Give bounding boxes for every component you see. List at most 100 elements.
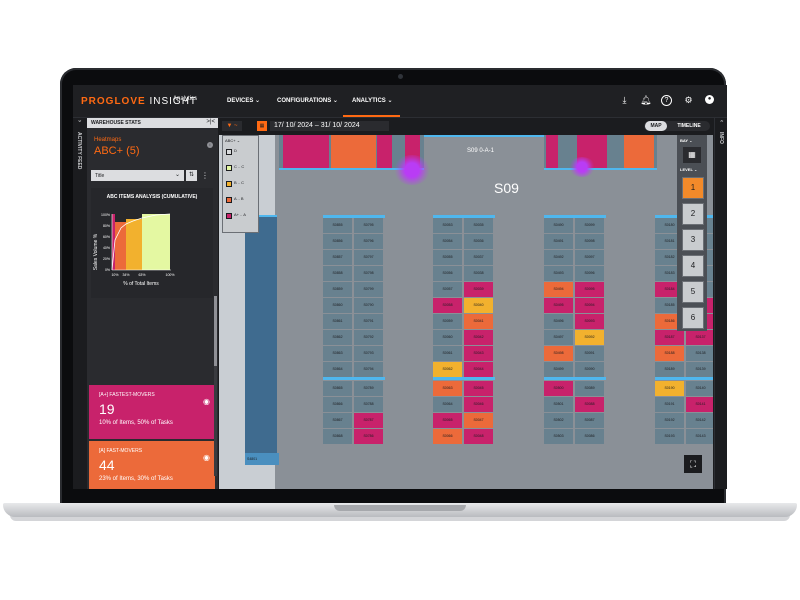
date-range-field[interactable]: 17/ 10/ 2024 – 31/ 10/ 2024 xyxy=(270,121,389,131)
map-view-button[interactable]: MAP xyxy=(645,121,667,131)
shelf-cell[interactable]: S0137 xyxy=(686,330,713,345)
shelf-cell[interactable]: S0095 xyxy=(575,282,604,297)
calendar-icon[interactable]: ▦ xyxy=(257,121,267,131)
shelf-cell[interactable]: S0058 xyxy=(433,298,462,313)
shelf-cell[interactable]: S0054 xyxy=(433,234,462,249)
top-shelf-cell[interactable] xyxy=(283,135,329,168)
shelf-cell[interactable]: S0858 xyxy=(323,266,352,281)
shelf-cell[interactable]: S0865 xyxy=(323,381,352,396)
level-button[interactable]: 4 xyxy=(682,255,704,277)
collapse-left-icon[interactable]: › xyxy=(76,120,82,122)
fullscreen-icon[interactable]: ⛶ xyxy=(684,455,702,473)
shelf-cell[interactable]: S0063 xyxy=(433,381,462,396)
shelf-cell[interactable]: S0039 xyxy=(464,282,493,297)
shelf-cell[interactable]: S0860 xyxy=(323,298,352,313)
warehouse-map[interactable]: S4801 S09 0-A-1 S09 S0855 S0795 S0856 S0796… xyxy=(219,135,713,489)
shelf-cell[interactable]: S0861 xyxy=(323,314,352,329)
shelf-cell[interactable]: S0037 xyxy=(464,250,493,265)
shelf-cell[interactable]: S0797 xyxy=(354,250,383,265)
shelf-cell[interactable]: S4801 xyxy=(245,453,279,465)
shelf-cell[interactable]: S0139 xyxy=(686,362,713,377)
shelf-cell[interactable]: S0057 xyxy=(433,282,462,297)
sort-select[interactable]: Title ⌄ xyxy=(91,170,184,181)
shelf-cell[interactable]: S0184 xyxy=(655,282,684,297)
shelf-cell[interactable]: S0794 xyxy=(354,362,383,377)
brand-logo[interactable]: PROGLOVE INSIGHT xyxy=(81,96,197,107)
shelf-cell[interactable]: S0863 xyxy=(323,346,352,361)
legend-item[interactable]: A+ .. A xyxy=(226,210,255,222)
shelf-cell[interactable]: S0099 xyxy=(575,218,604,233)
shelf-cell[interactable]: S0060 xyxy=(433,330,462,345)
shelf-cell[interactable]: S0048 xyxy=(464,429,493,444)
shelf-cell[interactable]: S0091 xyxy=(575,346,604,361)
top-shelf-cell[interactable] xyxy=(624,135,654,168)
shelf-cell[interactable]: S0501 xyxy=(544,397,573,412)
info-icon[interactable]: i xyxy=(207,142,213,148)
eye-icon[interactable]: ◉ xyxy=(203,453,210,462)
level-button[interactable]: 6 xyxy=(682,307,704,329)
shelf-cell[interactable]: S0061 xyxy=(433,346,462,361)
shelf-cell[interactable]: S0492 xyxy=(544,250,573,265)
level-button[interactable]: 5 xyxy=(682,281,704,303)
shelf-cell[interactable]: S0795 xyxy=(354,218,383,233)
activity-feed-rail[interactable]: › ACTIVITY FEED xyxy=(73,118,88,489)
shelf-cell[interactable]: S0092 xyxy=(575,330,604,345)
top-shelf-cell[interactable] xyxy=(331,135,376,168)
settings-icon[interactable]: ⚙ xyxy=(684,95,693,105)
shelf-cell[interactable]: S0143 xyxy=(686,429,713,444)
shelf-cell[interactable]: S0796 xyxy=(354,234,383,249)
panel-scrollbar[interactable] xyxy=(214,296,217,476)
nav-analytics[interactable]: ANALYTICS ⌄ xyxy=(352,98,393,104)
timeline-view-button[interactable]: TIMELINE xyxy=(677,123,701,129)
shelf-cell[interactable]: S0065 xyxy=(433,413,462,428)
shelf-cell[interactable]: S0053 xyxy=(433,218,462,233)
shelf-cell[interactable]: S0499 xyxy=(544,362,573,377)
shelf-cell[interactable]: S0798 xyxy=(354,266,383,281)
shelf-cell[interactable]: S0185 xyxy=(655,298,684,313)
shelf-cell[interactable]: S0087 xyxy=(575,413,604,428)
shelf-cell[interactable]: S0789 xyxy=(354,381,383,396)
shelf-cell[interactable]: S0187 xyxy=(655,330,684,345)
shelf-cell[interactable]: S0062 xyxy=(433,362,462,377)
sort-order-icon[interactable]: ⇅ xyxy=(186,170,197,181)
shelf-cell[interactable]: S0495 xyxy=(544,298,573,313)
shelf-cell[interactable]: S0096 xyxy=(575,266,604,281)
shelf-cell[interactable]: S0855 xyxy=(323,218,352,233)
legend-item[interactable]: D xyxy=(226,146,255,158)
shelf-cell[interactable]: S0138 xyxy=(686,346,713,361)
nav-configurations[interactable]: CONFIGURATIONS ⌄ xyxy=(277,98,338,104)
shelf-cell[interactable]: S0792 xyxy=(354,330,383,345)
more-options-icon[interactable]: ⋮ xyxy=(201,171,209,180)
shelf-cell[interactable]: S0035 xyxy=(464,218,493,233)
legend-item[interactable]: B .. C xyxy=(226,178,255,190)
shelf-cell[interactable]: S0140 xyxy=(686,381,713,396)
shelf-cell[interactable]: S0787 xyxy=(354,413,383,428)
shelf-cell[interactable]: S0046 xyxy=(464,397,493,412)
shelf-cell[interactable]: S0494 xyxy=(544,282,573,297)
shelf-cell[interactable]: S0042 xyxy=(464,330,493,345)
shelf-cell[interactable]: S0188 xyxy=(655,346,684,361)
legend-item[interactable]: C .. C xyxy=(226,162,255,174)
shelf-cell[interactable]: S0055 xyxy=(433,250,462,265)
shelf-cell[interactable]: S0867 xyxy=(323,413,352,428)
shelf-cell[interactable]: S0142 xyxy=(686,413,713,428)
shelf-cell[interactable]: S0491 xyxy=(544,234,573,249)
shelf-cell[interactable]: S0190 xyxy=(655,381,684,396)
shelf-cell[interactable]: S0790 xyxy=(354,298,383,313)
top-shelf-cell[interactable] xyxy=(377,135,392,168)
shelf-cell[interactable]: S0040 xyxy=(464,298,493,313)
help-icon[interactable]: ? xyxy=(661,95,672,106)
shelf-cell[interactable]: S0502 xyxy=(544,413,573,428)
shelf-cell[interactable]: S0056 xyxy=(433,266,462,281)
info-rail[interactable]: ‹ INFO xyxy=(714,118,727,489)
category-card[interactable]: [A] FAST-MOVERS 44 23% of Items, 30% of Ta… xyxy=(89,441,215,489)
shelf-cell[interactable]: S0088 xyxy=(575,397,604,412)
shelf-cell[interactable]: S0191 xyxy=(655,397,684,412)
shelf-cell[interactable]: S0864 xyxy=(323,362,352,377)
shelf-cell[interactable]: S0180 xyxy=(655,218,684,233)
shelf-cell[interactable]: S0090 xyxy=(575,362,604,377)
heatmaps-value[interactable]: ABC+ (5) xyxy=(94,145,140,157)
shelf-cell[interactable]: S0496 xyxy=(544,314,573,329)
shelf-cell[interactable]: S0788 xyxy=(354,397,383,412)
shelf-cell[interactable]: S0490 xyxy=(544,218,573,233)
